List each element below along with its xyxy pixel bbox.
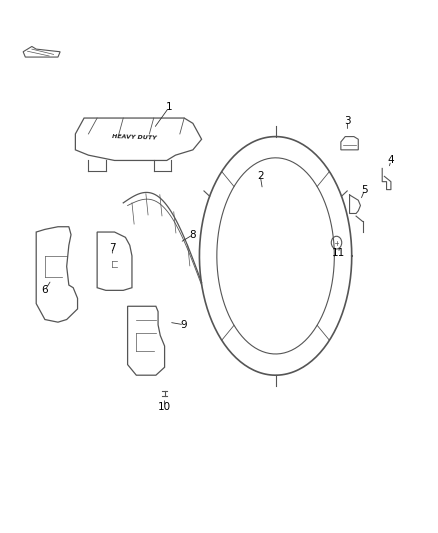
Text: 5: 5 bbox=[361, 184, 368, 195]
Text: 4: 4 bbox=[388, 156, 394, 165]
Text: HEAVY DUTY: HEAVY DUTY bbox=[112, 134, 156, 141]
Text: 1: 1 bbox=[166, 102, 172, 112]
Text: 3: 3 bbox=[344, 116, 351, 126]
Text: 6: 6 bbox=[42, 285, 48, 295]
Text: 8: 8 bbox=[190, 230, 196, 240]
Text: 10: 10 bbox=[158, 402, 171, 412]
Text: 11: 11 bbox=[332, 248, 345, 259]
Text: 2: 2 bbox=[257, 172, 264, 181]
Text: 7: 7 bbox=[109, 243, 116, 253]
Text: 9: 9 bbox=[181, 320, 187, 330]
